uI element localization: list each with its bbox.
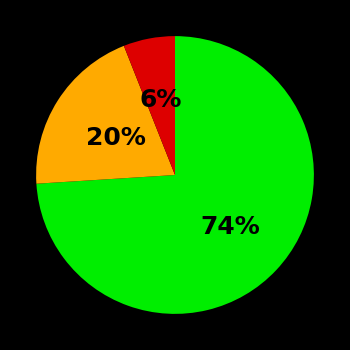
Wedge shape bbox=[36, 36, 314, 314]
Text: 74%: 74% bbox=[201, 215, 260, 239]
Wedge shape bbox=[124, 36, 175, 175]
Wedge shape bbox=[36, 46, 175, 184]
Text: 6%: 6% bbox=[140, 88, 182, 112]
Text: 20%: 20% bbox=[86, 126, 146, 150]
